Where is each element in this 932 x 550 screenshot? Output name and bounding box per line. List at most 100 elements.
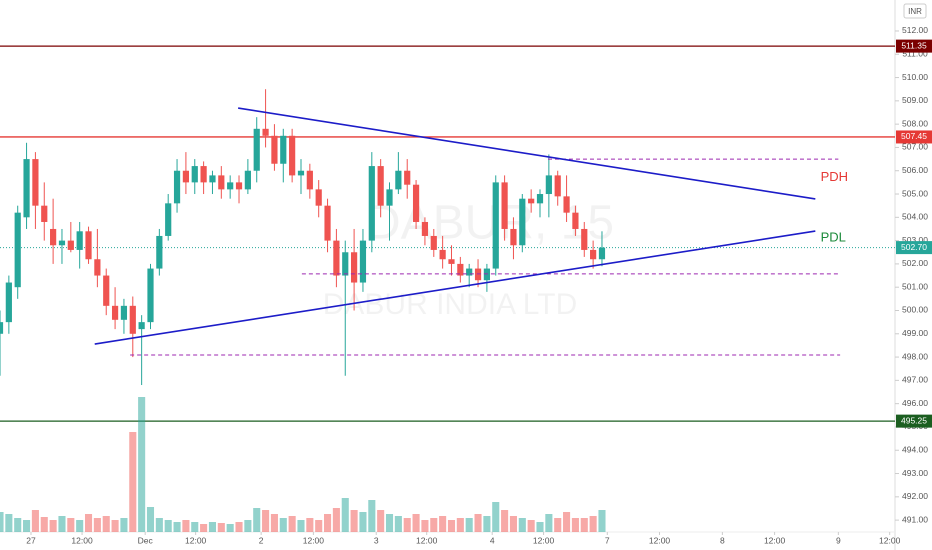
candle-body — [528, 198, 535, 204]
volume-bar — [474, 514, 482, 532]
last-price-label: 502.70 — [901, 242, 927, 252]
volume-bar — [76, 520, 84, 532]
candle — [14, 205, 21, 299]
candle-body — [0, 322, 4, 334]
y-tick-label: 511.00 — [902, 49, 928, 59]
volume-bar — [279, 518, 287, 532]
volume-bar — [377, 510, 385, 532]
candle-body — [253, 128, 260, 171]
candle — [492, 175, 499, 276]
candle-body — [351, 252, 358, 283]
candle — [404, 159, 411, 199]
volume-bar — [545, 514, 553, 532]
candle-body — [173, 170, 181, 204]
volume-bar — [23, 520, 31, 532]
x-tick-label: Dec — [138, 535, 154, 545]
volume-bar — [235, 522, 243, 532]
y-tick-label: 492.00 — [902, 491, 928, 501]
candle — [76, 221, 83, 269]
volume-bar — [93, 518, 101, 532]
volume-bar — [589, 516, 597, 532]
candle — [94, 228, 101, 288]
candle-body — [23, 159, 30, 218]
candle — [41, 182, 48, 241]
candle — [129, 296, 136, 358]
y-tick-label: 506.00 — [902, 165, 928, 175]
volume-bar — [306, 518, 314, 532]
candle — [377, 159, 384, 218]
candle-body — [510, 228, 517, 246]
candle — [156, 228, 163, 276]
candle-body — [200, 166, 207, 183]
candle-body — [448, 259, 455, 264]
volume-bar — [40, 517, 48, 532]
candle-body — [421, 221, 429, 236]
candle — [289, 128, 296, 183]
y-tick-label: 499.00 — [902, 328, 928, 338]
candle — [173, 159, 181, 213]
candle-body — [590, 249, 597, 260]
candle-body — [165, 203, 172, 236]
level-label: 495.25 — [901, 415, 927, 425]
candle — [342, 240, 349, 376]
candle — [253, 117, 260, 183]
x-tick-label: 27 — [26, 535, 36, 545]
volume-bar — [385, 514, 394, 532]
x-tick-label: 3 — [374, 535, 379, 545]
volume-bar — [394, 516, 402, 532]
candle-body — [50, 228, 57, 246]
candle-body — [85, 231, 92, 260]
candle — [554, 170, 561, 206]
candle — [528, 189, 535, 213]
volume-bar — [14, 518, 22, 532]
candle — [333, 228, 340, 288]
y-tick-label: 504.00 — [902, 212, 928, 222]
candle — [0, 310, 4, 376]
trendline — [94, 230, 816, 345]
y-tick-label: 507.00 — [902, 142, 928, 152]
y-tick-label: 501.00 — [902, 281, 928, 291]
volume-bar — [111, 520, 119, 532]
candle — [598, 231, 606, 267]
volume-bar — [262, 510, 270, 532]
candle — [430, 228, 437, 257]
candle — [466, 263, 473, 288]
level-label-box — [896, 130, 932, 144]
x-tick-label: 12:00 — [71, 535, 93, 545]
candle — [315, 180, 322, 218]
candle — [244, 159, 251, 195]
y-tick-label: 494.00 — [902, 444, 928, 454]
candle — [280, 128, 287, 183]
volume-bar — [315, 520, 323, 532]
volume-bar — [598, 510, 606, 532]
candle-body — [581, 228, 588, 250]
candle — [209, 170, 216, 195]
candle — [182, 152, 190, 195]
volume-bar — [270, 514, 278, 532]
candle-body — [359, 240, 367, 283]
candle-body — [297, 170, 305, 176]
level-label: 507.45 — [901, 131, 927, 141]
candle — [545, 154, 552, 218]
candle-body — [244, 170, 251, 190]
candle-body — [5, 282, 12, 323]
candle — [50, 198, 57, 264]
candle-body — [227, 182, 234, 190]
candle-body — [209, 175, 216, 183]
volume-bar — [563, 512, 571, 532]
candle-body — [324, 205, 331, 241]
volume-bar — [518, 518, 526, 532]
candle-body — [492, 182, 499, 269]
y-tick-label: 500.00 — [902, 305, 928, 315]
candle-body — [554, 175, 561, 197]
candle-body — [235, 182, 243, 190]
candle — [590, 240, 597, 269]
candle — [439, 235, 446, 269]
watermark-sub: DABUR INDIA LTD — [323, 288, 578, 321]
volume-bar — [350, 510, 358, 532]
candle-body — [501, 182, 508, 229]
volume-bar — [173, 522, 181, 532]
volume-bar — [580, 518, 588, 532]
candle — [581, 221, 588, 257]
candle — [457, 256, 464, 283]
